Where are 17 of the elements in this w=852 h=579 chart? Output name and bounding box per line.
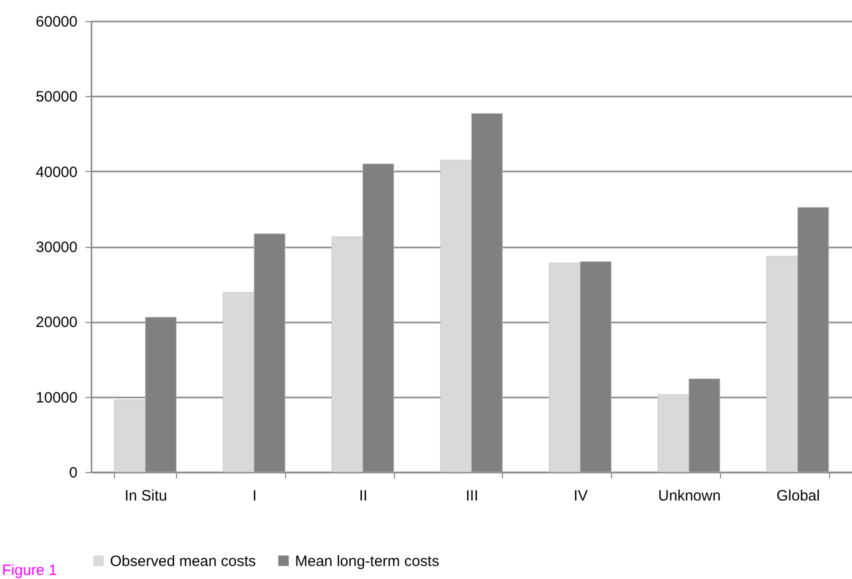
x-tick-label: IV <box>574 488 588 504</box>
y-tick-label: 40000 <box>36 164 78 181</box>
legend-label: Mean long-term costs <box>295 552 440 570</box>
x-tick-label: In Situ <box>124 488 168 504</box>
y-tick-label: 10000 <box>36 389 78 406</box>
x-tick-label: Unknown <box>658 488 721 504</box>
x-tick-label: Global <box>776 488 820 504</box>
x-tick-label: III <box>466 488 478 504</box>
legend-label: Observed mean costs <box>110 552 256 570</box>
y-tick-label: 30000 <box>36 239 78 256</box>
y-tick-label: 0 <box>69 464 78 482</box>
y-tick-label: 20000 <box>36 314 78 332</box>
caption: Figure 1 <box>2 562 58 579</box>
y-tick-label: 60000 <box>36 14 78 30</box>
y-tick-label: 50000 <box>36 88 78 106</box>
x-tick-label: II <box>359 488 368 504</box>
x-tick-label: I <box>252 488 257 504</box>
